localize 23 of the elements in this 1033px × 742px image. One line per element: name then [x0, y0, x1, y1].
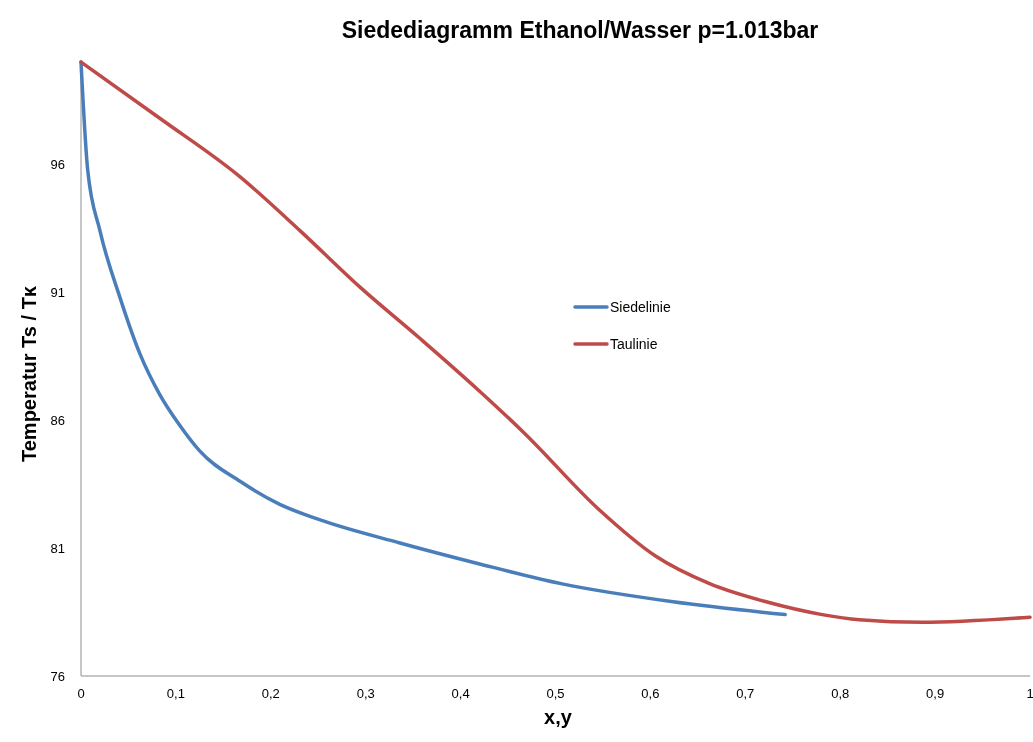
x-tick-label: 0: [77, 686, 85, 701]
x-tick-label: 0,5: [546, 686, 565, 701]
line-series: [79, 60, 1032, 625]
x-tick-label: 0,3: [356, 686, 375, 701]
line-series: [79, 60, 787, 617]
x-tick-label: 0,7: [736, 686, 755, 701]
legend-label: Taulinie: [610, 335, 658, 352]
y-tick-label: 81: [50, 540, 65, 556]
y-tick-label: 86: [50, 412, 65, 428]
y-tick-label: 76: [50, 668, 65, 684]
y-tick-label: 96: [50, 156, 65, 172]
y-tick-label: 91: [50, 284, 65, 300]
x-tick-label: 1: [1026, 686, 1033, 701]
x-tick-label: 0,2: [261, 686, 280, 701]
y-axis-title: Temperatur Ts / Tκ: [18, 285, 40, 462]
x-tick-label: 0,6: [641, 686, 660, 701]
legend-label: Siedelinie: [610, 298, 671, 315]
x-tick-label: 0,8: [831, 686, 850, 701]
x-tick-label: 0,9: [926, 686, 945, 701]
chart-title: Siedediagramm Ethanol/Wasser p=1.013bar: [341, 17, 819, 43]
x-tick-label: 0,4: [451, 686, 470, 701]
x-tick-label: 0,1: [166, 686, 185, 701]
x-axis-title: x,y: [544, 706, 573, 728]
